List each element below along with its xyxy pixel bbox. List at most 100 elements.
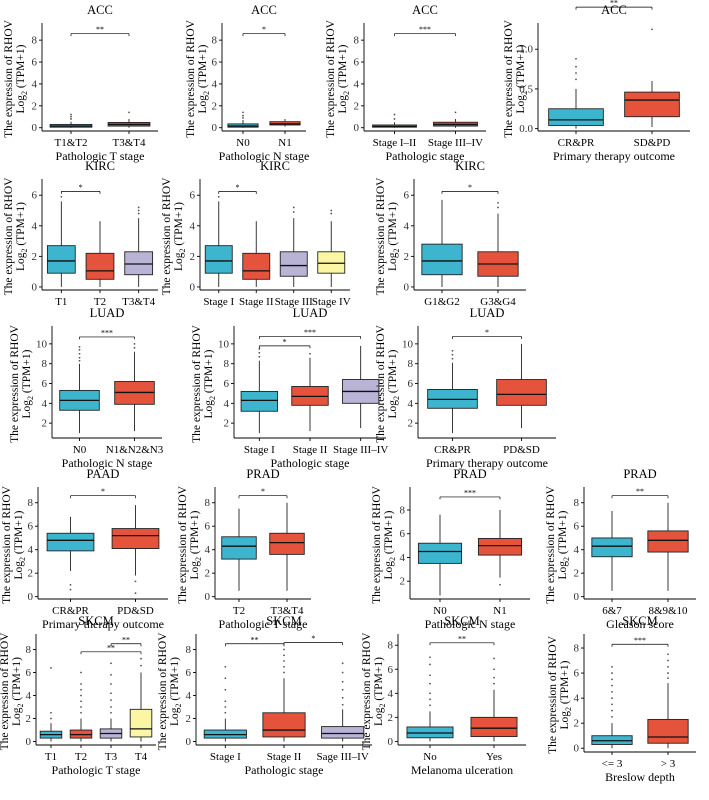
significance-label: *** [304,328,316,337]
y-axis-label-subscript: 2 [342,91,351,95]
y-axis-label-subscript: 2 [520,91,529,95]
box-2 [477,201,519,287]
box-1 [548,57,604,129]
y-tick-label: 10 [402,338,414,350]
box-2 [242,221,271,287]
box-2 [107,111,151,128]
y-axis-label-unit: (TPM+1) [559,660,571,707]
y-tick-label: 8 [574,643,580,655]
box-1 [46,516,95,591]
x-axis-label: Primary therapy outcome [426,456,548,470]
outlier-point [499,583,501,586]
box-3 [279,206,308,287]
y-axis-label-subscript: 2 [194,557,203,561]
y-axis-label-line1: The expression of RHOV [161,177,173,296]
box-body [204,245,233,274]
box-2 [647,653,689,749]
y-axis-label-line1: The expression of RHOV [361,632,373,751]
box-1 [591,665,633,749]
panel-title: PRAD [246,467,279,481]
y-tick-label: 2 [42,418,48,430]
box-body [477,538,523,556]
y-tick-label: 0 [212,122,218,134]
box-body [624,91,680,118]
x-axis-label: Pathologic T stage [56,149,145,163]
y-axis-label-line2: Log [373,707,385,726]
y-tick-label: 8 [388,640,394,652]
y-axis-label: The expression of RHOVLog2 (TPM+1) [503,19,529,138]
y-tick-label: 8 [186,644,192,656]
x-tick-label: Stage III [275,296,314,308]
outlier-point [611,703,613,706]
y-axis-label: The expression of RHOVLog2 (TPM+1) [375,324,401,443]
y-axis-label-subscript: 2 [18,557,27,561]
box-1 [59,345,100,434]
outlier-point [133,346,136,349]
outlier-point [330,209,333,212]
x-axis-label: Pathologic stage [386,149,465,163]
y-tick-label: 6 [190,190,196,202]
outlier-point [451,353,454,356]
y-axis-label: The expression of RHOVLog2 (TPM+1) [371,485,397,604]
x-tick-label: CR&PR [434,444,471,456]
significance-label: ** [636,487,644,496]
outlier-point [667,672,669,674]
significance-label: *** [419,25,431,34]
significance-label: *** [101,328,113,337]
x-tick-label: G1&G2 [424,296,459,308]
outlier-point [50,717,52,720]
x-axis-label: Gleason score [606,617,674,631]
y-tick-label: 2 [26,713,32,725]
outlier-point [140,657,142,660]
y-tick-label: 8 [354,35,360,47]
y-tick-label: 0 [574,743,580,755]
outlier-point [393,118,396,120]
significance-label: ** [458,634,466,643]
y-axis-label-unit: (TPM+1) [515,44,527,91]
y-axis-label-unit: (TPM+1) [387,202,399,249]
outlier-point [341,696,344,699]
outlier-point [611,672,613,674]
y-axis-label-line1: The expression of RHOV [9,324,21,443]
y-axis-label-line1: The expression of RHOV [375,177,387,296]
y-tick-label: 4 [26,690,32,702]
outlier-point [78,352,81,355]
x-tick-label: G3&G4 [480,296,516,308]
x-tick-label: Stage I–II [373,137,417,149]
y-axis-label-subscript: 2 [392,396,401,400]
y-tick-label: 4 [574,544,580,556]
y-axis-label-line2: Log [11,707,23,726]
y-axis-label-line2: Log [383,561,395,580]
y-axis-label-unit: (TPM+1) [11,657,23,704]
outlier-point [110,699,112,702]
significance-label: ** [122,635,130,644]
y-axis-label-subscript: 2 [16,703,25,707]
x-tick-label: N1 [278,137,291,149]
box-2 [69,671,93,742]
x-tick-label: Stage I [210,751,241,763]
outlier-point [451,349,454,352]
significance-label: *** [464,488,476,497]
x-axis-label: Breslow depth [605,770,675,784]
outlier-point [667,653,669,656]
y-tick-label: 4 [42,398,48,410]
outlier-point [429,663,431,666]
box-3 [124,206,154,287]
box-3 [99,662,123,742]
outlier-point [133,342,136,345]
y-axis-label-line1: The expression of RHOV [3,177,15,296]
significance-label: ** [96,25,104,34]
y-axis-label-unit: (TPM+1) [189,510,201,557]
panel-title: SKCM [622,614,657,628]
y-axis-label-unit: (TPM+1) [15,44,27,91]
box-1 [240,347,279,434]
y-tick-label: 0 [574,591,580,603]
y-tick-label: 0 [32,281,38,293]
y-tick-label: 10 [36,338,48,350]
outlier-point [429,704,431,707]
y-axis-label-subscript: 2 [178,248,187,252]
outlier-point [242,114,244,117]
outlier-point [341,688,344,691]
